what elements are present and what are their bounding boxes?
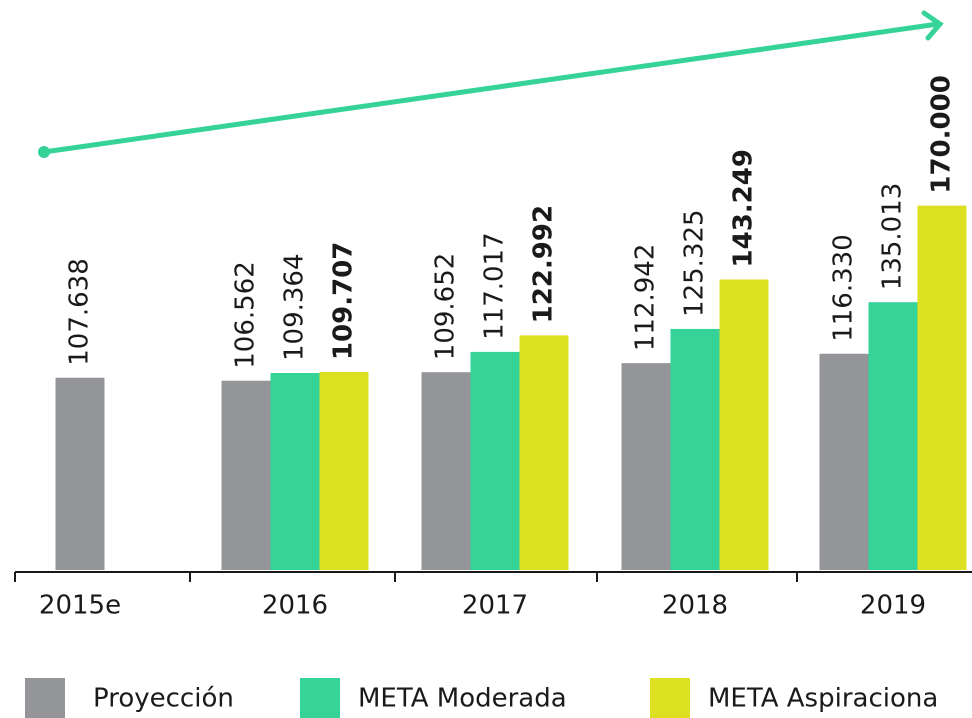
legend-swatch bbox=[650, 678, 690, 718]
bar bbox=[917, 205, 967, 570]
legend-label: META Aspiraciona bbox=[708, 684, 938, 714]
bar bbox=[221, 380, 271, 570]
legend-label: META Moderada bbox=[358, 684, 567, 714]
bar bbox=[670, 328, 720, 570]
bar bbox=[421, 372, 471, 570]
trend-arrow-head bbox=[921, 10, 944, 41]
value-label: 106.562 bbox=[231, 261, 261, 369]
bar bbox=[719, 279, 769, 570]
bar bbox=[621, 363, 671, 570]
value-label: 109.364 bbox=[280, 253, 310, 361]
bar bbox=[819, 353, 869, 570]
value-label: 125.325 bbox=[680, 209, 710, 317]
bar bbox=[55, 377, 105, 570]
value-label: 143.249 bbox=[729, 149, 759, 267]
value-label: 116.330 bbox=[829, 234, 859, 342]
x-tick-label: 2017 bbox=[462, 591, 528, 621]
value-label: 109.707 bbox=[329, 242, 359, 360]
x-tick-label: 2019 bbox=[860, 591, 926, 621]
bar bbox=[519, 335, 569, 570]
bar bbox=[868, 302, 918, 570]
value-label: 107.638 bbox=[65, 258, 95, 366]
legend-label: Proyección bbox=[93, 684, 234, 714]
trend-arrow bbox=[43, 21, 939, 155]
legend-swatch bbox=[25, 678, 65, 718]
x-tick-label: 2015e bbox=[39, 591, 121, 621]
legend-swatch bbox=[300, 678, 340, 718]
value-label: 112.942 bbox=[631, 244, 661, 352]
bar bbox=[270, 373, 320, 570]
value-label: 170.000 bbox=[927, 75, 957, 193]
bar bbox=[470, 351, 520, 570]
value-label: 109.652 bbox=[431, 253, 461, 361]
value-label: 117.017 bbox=[480, 232, 510, 340]
trend-dot bbox=[38, 146, 50, 158]
x-tick-label: 2018 bbox=[662, 591, 728, 621]
value-label: 135.013 bbox=[878, 183, 908, 291]
x-tick-label: 2016 bbox=[262, 591, 328, 621]
value-label: 122.992 bbox=[529, 205, 559, 323]
bar bbox=[319, 372, 369, 570]
